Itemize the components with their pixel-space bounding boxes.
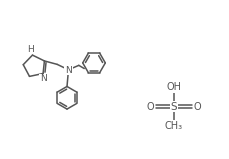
Text: CH₃: CH₃ [164,121,182,131]
Text: O: O [146,101,154,111]
Text: N: N [65,66,71,75]
Text: O: O [193,101,200,111]
Text: OH: OH [166,82,181,92]
Text: H: H [27,45,34,54]
Text: S: S [170,101,177,111]
Text: N: N [40,74,47,83]
